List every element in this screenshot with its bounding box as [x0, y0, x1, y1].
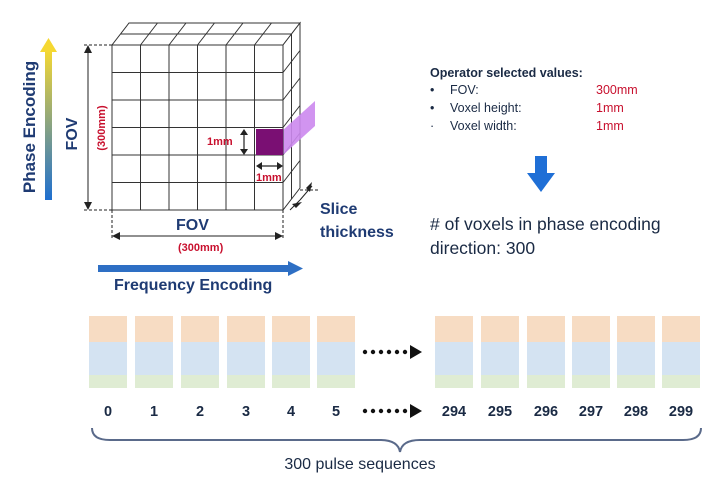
sequence-number: 299: [668, 404, 694, 420]
cube-right-face: [282, 21, 301, 212]
down-arrow: [527, 156, 555, 192]
frequency-encoding-label: Frequency Encoding: [114, 277, 273, 294]
sequence-number: 1: [149, 404, 159, 420]
fov-vertical-value: (300mm): [96, 105, 108, 151]
bullet: •: [430, 83, 435, 97]
voxel: [256, 129, 283, 155]
fov-vertical-dimension: [84, 44, 112, 211]
sequence-number: 296: [533, 404, 559, 420]
pulse-sequence-tile: [481, 316, 519, 388]
operator-value: 1mm: [596, 101, 624, 115]
pulse-sequence-tile: [662, 316, 700, 388]
sequence-number: 298: [623, 404, 649, 420]
operator-values-title: Operator selected values:: [430, 66, 583, 80]
slice-highlight: [283, 101, 315, 155]
cube-top-face: [110, 22, 302, 46]
operator-value: 300mm: [596, 83, 638, 97]
dotted-arrow-numbers: [362, 404, 422, 418]
cube-front-grid: [111, 44, 284, 211]
slice-thickness-label-line2: thickness: [320, 224, 394, 241]
dotted-arrow-sequences: [362, 345, 422, 359]
sequence-number: 0: [103, 404, 113, 420]
pulse-sequence-tile: [135, 316, 173, 388]
sequence-number: 4: [286, 404, 296, 420]
voxel-height-label: 1mm: [207, 136, 233, 148]
sequence-number: 3: [241, 404, 251, 420]
sequence-number: 294: [441, 404, 467, 420]
operator-row-fov: • FOV: 300mm: [430, 81, 638, 99]
bullet: •: [430, 101, 435, 115]
phase-encoding-arrow: [40, 38, 57, 200]
operator-label: FOV:: [450, 83, 479, 97]
pulse-sequence-tile: [89, 316, 127, 388]
phase-encoding-label: Phase Encoding: [20, 60, 39, 194]
operator-value: 1mm: [596, 119, 624, 133]
fov-horizontal-dimension: [111, 210, 284, 240]
pulse-sequence-tile: [435, 316, 473, 388]
pulse-sequence-tile: [272, 316, 310, 388]
pulse-sequence-tile: [317, 316, 355, 388]
pulse-sequence-tile: [572, 316, 610, 388]
pulse-sequence-tile: [227, 316, 265, 388]
sequence-number: 297: [578, 404, 604, 420]
sequence-number: 5: [331, 404, 341, 420]
pulse-sequences-caption: 300 pulse sequences: [284, 456, 436, 473]
operator-row-voxel-height: • Voxel height: 1mm: [430, 99, 638, 117]
operator-label: Voxel height:: [450, 101, 522, 115]
sequence-number: 295: [487, 404, 513, 420]
operator-label: Voxel width:: [450, 119, 517, 133]
bullet: ·: [430, 119, 435, 133]
sequence-number: 2: [195, 404, 205, 420]
voxel-count-result: # of voxels in phase encoding direction:…: [430, 212, 661, 260]
pulse-sequence-tile: [617, 316, 655, 388]
voxel-width-label: 1mm: [256, 172, 282, 184]
pulse-sequence-tile: [181, 316, 219, 388]
pulse-sequence-tile: [527, 316, 565, 388]
slice-thickness-label-line1: Slice: [320, 201, 358, 218]
fov-horizontal-value: (300mm): [178, 242, 224, 254]
result-line-1: # of voxels in phase encoding: [430, 214, 661, 234]
frequency-encoding-arrow: [98, 261, 303, 276]
fov-horizontal-label: FOV: [176, 217, 209, 234]
result-line-2: direction: 300: [430, 238, 536, 258]
fov-vertical-label: FOV: [64, 117, 81, 151]
curly-brace: [91, 427, 702, 453]
operator-row-voxel-width: · Voxel width: 1mm: [430, 117, 638, 135]
operator-values-panel: Operator selected values: • FOV: 300mm •…: [430, 66, 638, 135]
